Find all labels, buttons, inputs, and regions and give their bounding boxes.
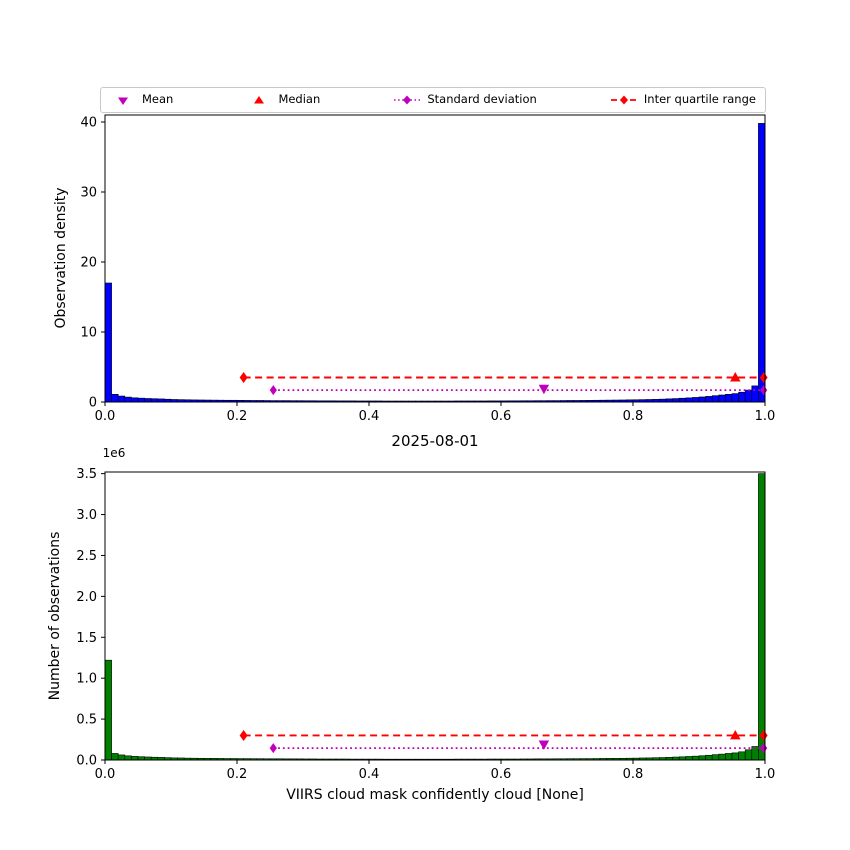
x-tick-label: 0.2 <box>227 409 248 424</box>
legend-label-std: Standard deviation <box>427 92 537 107</box>
iqr-right-marker <box>759 372 768 383</box>
y-tick-label: 0.5 <box>76 713 97 728</box>
std-left-marker <box>269 743 277 754</box>
histogram-bars <box>104 473 766 761</box>
mean-marker-icon <box>118 97 128 105</box>
x-tick-label: 1.0 <box>755 409 776 424</box>
median-marker <box>730 729 741 740</box>
mean-marker <box>538 740 550 750</box>
observation-count-histogram: 0.0 0.2 0.4 0.6 0.8 1.0 0.0 0.5 1.0 1.5 2.0 2.5 3.0 3… <box>76 467 775 782</box>
legend-item-std: Standard deviation <box>393 92 537 107</box>
x-tick-label: 0.2 <box>227 767 248 782</box>
iqr-right-marker <box>759 729 768 741</box>
iqr-left-marker <box>239 372 248 383</box>
x-tick-label: 0.6 <box>491 767 512 782</box>
y-tick-label: 3.5 <box>76 467 97 482</box>
legend-item-mean: Mean <box>110 93 173 107</box>
y-tick-label: 2.5 <box>76 549 97 564</box>
histogram-bars <box>104 123 766 403</box>
x-tick-label: 0.6 <box>491 409 512 424</box>
axes-frame <box>104 471 766 761</box>
std-right-marker <box>760 743 768 754</box>
y-tick-label: 0.0 <box>76 754 97 769</box>
y-tick-label: 10 <box>80 326 97 341</box>
y-tick-label: 2.0 <box>76 590 97 605</box>
x-tick-label: 0.0 <box>95 767 116 782</box>
legend-item-median: Median <box>246 93 320 107</box>
y-tick-label: 3.0 <box>76 508 97 523</box>
y-tick-label: 1.5 <box>76 631 97 646</box>
x-axis-label: VIIRS cloud mask confidently cloud [None… <box>286 787 584 803</box>
y-axis-offset-label: 1e6 <box>102 446 126 460</box>
bottom-y-axis-label: Number of observations <box>47 531 63 701</box>
median-marker <box>730 372 741 382</box>
median-marker-icon <box>254 96 265 104</box>
observation-density-histogram: 0.0 0.2 0.4 0.6 0.8 1.0 0 10 20 30 40 <box>80 114 776 424</box>
std-marker-icon <box>394 95 421 105</box>
iqr-marker-icon <box>610 95 637 105</box>
x-tick-label: 0.4 <box>359 767 380 782</box>
std-right-marker <box>760 385 768 396</box>
axes-frame <box>104 114 766 403</box>
x-tick-label: 0.0 <box>95 409 116 424</box>
legend: Mean Median Standard deviation Inter qua… <box>100 87 766 113</box>
std-left-marker <box>269 385 277 396</box>
y-tick-label: 40 <box>80 116 97 131</box>
legend-label-iqr: Inter quartile range <box>643 92 756 107</box>
mean-marker <box>538 384 550 395</box>
iqr-left-marker <box>239 729 248 741</box>
y-tick-label: 20 <box>80 256 97 271</box>
legend-label-mean: Mean <box>142 92 174 107</box>
top-y-axis-label: Observation density <box>53 187 69 329</box>
legend-item-iqr: Inter quartile range <box>610 93 756 107</box>
x-tick-label: 0.8 <box>623 409 644 424</box>
y-tick-label: 0 <box>89 396 97 411</box>
x-tick-label: 1.0 <box>755 767 776 782</box>
x-tick-label: 0.4 <box>359 409 380 424</box>
chart-title: 2025-08-01 <box>391 432 479 450</box>
y-tick-label: 1.0 <box>76 672 97 687</box>
x-tick-label: 0.8 <box>623 767 644 782</box>
legend-label-median: Median <box>278 92 321 107</box>
y-tick-label: 30 <box>80 186 97 201</box>
